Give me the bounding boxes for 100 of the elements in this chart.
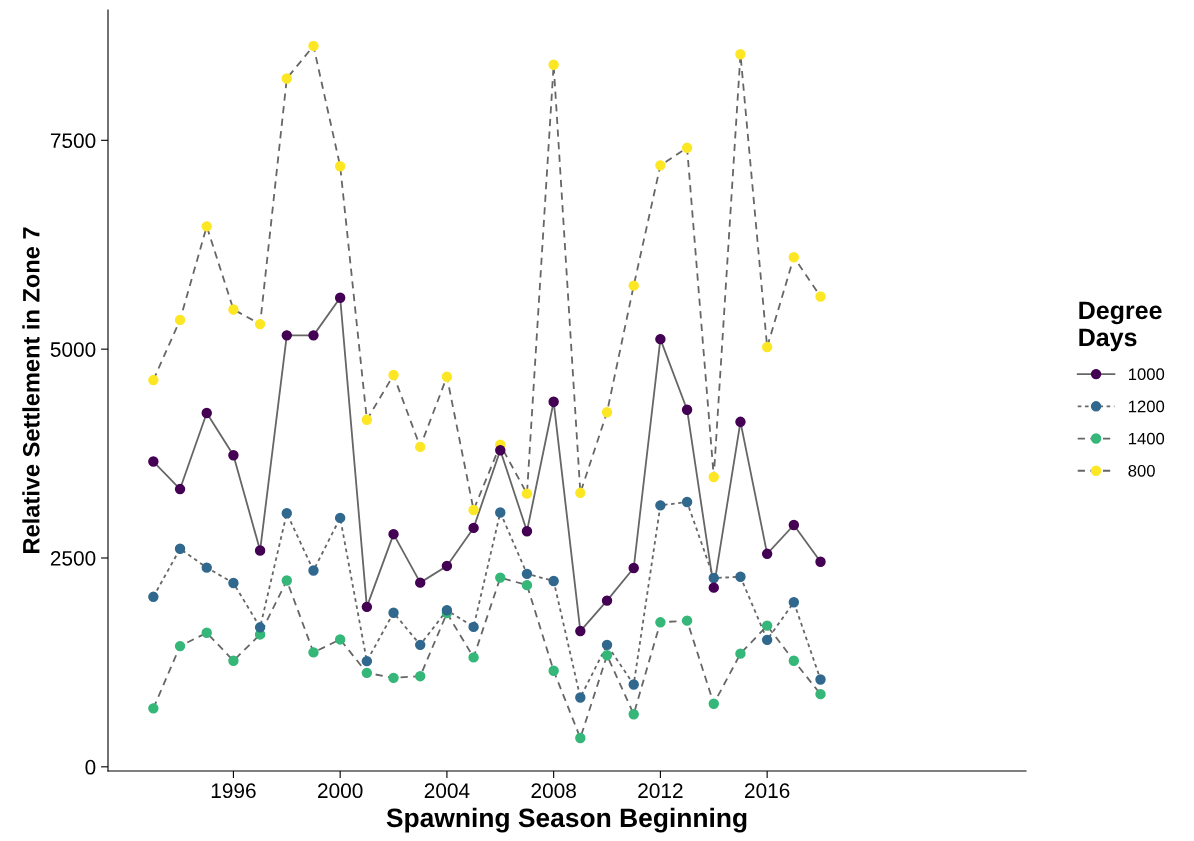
point xyxy=(548,575,559,587)
point xyxy=(388,607,399,618)
point xyxy=(735,416,746,428)
point xyxy=(761,620,773,631)
point xyxy=(174,640,186,652)
point xyxy=(228,577,239,589)
point xyxy=(548,396,559,407)
point xyxy=(361,667,373,679)
point xyxy=(735,648,746,659)
point xyxy=(761,634,773,646)
point xyxy=(415,441,426,453)
point xyxy=(468,522,479,534)
point xyxy=(708,471,719,483)
y-tick-label: 5000 xyxy=(50,342,96,357)
point xyxy=(788,655,800,666)
point xyxy=(174,483,186,495)
legend-title: Degree Days xyxy=(1079,301,1162,352)
point xyxy=(441,560,453,572)
point xyxy=(361,655,373,667)
point xyxy=(308,330,319,341)
point xyxy=(308,40,319,52)
point xyxy=(174,314,186,326)
point xyxy=(308,565,319,576)
point xyxy=(521,488,533,499)
point xyxy=(388,672,399,684)
point xyxy=(628,280,639,291)
point xyxy=(228,655,239,666)
point xyxy=(415,639,426,651)
y-tick-label: 7500 xyxy=(50,133,96,149)
point xyxy=(815,674,826,685)
x-tick-label: 2000 xyxy=(318,783,363,799)
point xyxy=(334,161,346,172)
point xyxy=(254,318,266,330)
point xyxy=(708,572,719,584)
point xyxy=(601,639,613,651)
point xyxy=(575,487,586,499)
point xyxy=(628,562,639,574)
point xyxy=(281,575,293,586)
point xyxy=(254,622,266,633)
point xyxy=(334,634,346,645)
point xyxy=(415,670,426,682)
point xyxy=(655,617,666,628)
point xyxy=(521,568,533,580)
point xyxy=(788,252,800,263)
point xyxy=(601,407,613,418)
point xyxy=(681,496,693,508)
legend-label: 1400 xyxy=(1128,432,1165,445)
point xyxy=(201,627,212,638)
point xyxy=(308,647,319,658)
point xyxy=(361,601,373,613)
x-tick-label: 1996 xyxy=(211,783,256,799)
point xyxy=(201,221,212,232)
point xyxy=(201,562,212,573)
point xyxy=(575,625,586,637)
x-axis-title: Spawning Season Beginning xyxy=(386,807,747,833)
point xyxy=(254,545,266,556)
point xyxy=(815,688,826,700)
point xyxy=(148,456,159,467)
point xyxy=(708,698,719,709)
point xyxy=(228,450,239,461)
point xyxy=(761,341,773,353)
point xyxy=(521,526,533,537)
point xyxy=(628,679,639,690)
legend-label: 1200 xyxy=(1128,400,1165,413)
point xyxy=(815,291,826,302)
point xyxy=(815,556,826,567)
point xyxy=(148,591,159,603)
point xyxy=(655,500,666,511)
point xyxy=(281,73,293,84)
point xyxy=(735,571,746,582)
point xyxy=(575,692,586,703)
y-axis-title: Relative Settlement in Zone 7 xyxy=(22,227,40,553)
legend-label: 800 xyxy=(1128,464,1155,477)
point xyxy=(334,512,346,524)
x-tick-label: 2004 xyxy=(424,783,470,799)
legend-label: 1000 xyxy=(1128,368,1165,381)
point xyxy=(735,49,746,60)
point xyxy=(548,665,559,676)
point xyxy=(708,582,719,593)
point xyxy=(281,508,293,519)
point xyxy=(495,445,506,456)
point xyxy=(495,572,506,583)
point xyxy=(655,333,666,345)
point xyxy=(601,650,613,661)
x-tick-label: 2016 xyxy=(745,783,790,799)
point xyxy=(681,615,693,626)
point xyxy=(468,621,479,633)
point xyxy=(788,597,800,608)
y-tick-label: 0 xyxy=(85,759,96,775)
point xyxy=(174,543,186,555)
point xyxy=(495,507,506,518)
point xyxy=(334,292,346,303)
point xyxy=(681,404,693,415)
point xyxy=(521,579,533,591)
point xyxy=(201,407,212,419)
point xyxy=(148,703,159,714)
point xyxy=(681,142,693,154)
point xyxy=(575,732,586,744)
point xyxy=(655,160,666,171)
point xyxy=(468,504,479,516)
